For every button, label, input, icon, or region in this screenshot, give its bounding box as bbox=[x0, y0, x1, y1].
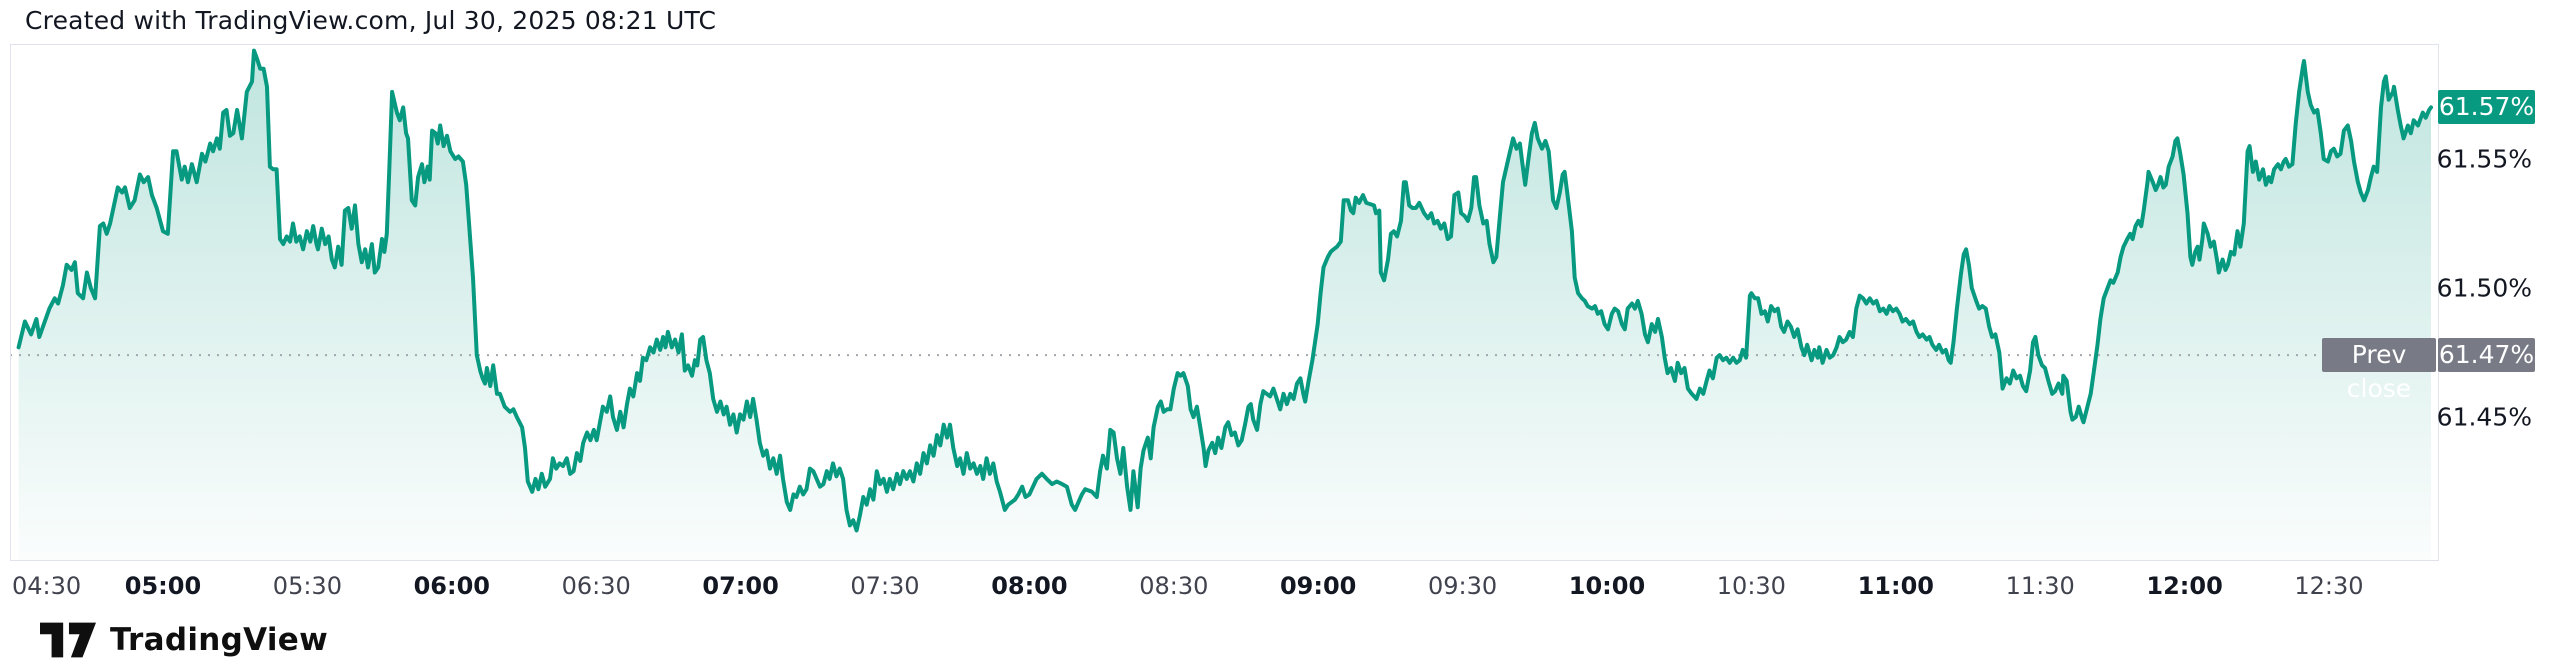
time-axis-label: 09:30 bbox=[1427, 572, 1498, 600]
time-axis-label: 06:00 bbox=[413, 572, 490, 600]
time-axis-label: 08:00 bbox=[991, 572, 1068, 600]
time-axis-label: 11:00 bbox=[1857, 572, 1934, 600]
price-axis-label: 61.45% bbox=[2436, 402, 2532, 432]
time-axis-label: 06:30 bbox=[561, 572, 631, 600]
plot-bottom-border bbox=[10, 560, 2438, 561]
prev-close-value-badge: 61.47% bbox=[2438, 338, 2535, 373]
price-line bbox=[16, 48, 2433, 533]
tradingview-wordmark[interactable]: TradingView bbox=[110, 622, 329, 658]
time-axis-label: 05:30 bbox=[272, 572, 342, 600]
time-axis-label: 12:00 bbox=[2146, 572, 2223, 600]
time-axis-label: 08:30 bbox=[1139, 572, 1209, 600]
price-axis-label: 61.50% bbox=[2436, 273, 2532, 303]
price-axis-separator bbox=[2438, 44, 2439, 561]
time-axis-label: 11:30 bbox=[2005, 572, 2075, 600]
attribution-text: Created with TradingView.com, Jul 30, 20… bbox=[25, 6, 717, 35]
plot-left-border bbox=[10, 44, 11, 561]
time-axis-label: 05:00 bbox=[124, 572, 202, 600]
time-axis-label: 07:30 bbox=[850, 572, 920, 600]
time-axis-label: 12:30 bbox=[2294, 572, 2364, 600]
plot-top-border bbox=[10, 44, 2438, 45]
time-axis-label: 07:00 bbox=[702, 572, 779, 600]
area-fill bbox=[18, 50, 2431, 560]
time-axis-label: 10:30 bbox=[1716, 572, 1786, 600]
price-axis-label: 61.55% bbox=[2436, 144, 2532, 174]
time-axis-label: 09:00 bbox=[1279, 572, 1357, 600]
current-value-badge: 61.57% bbox=[2438, 90, 2535, 125]
tradingview-logo-icon[interactable] bbox=[40, 622, 96, 658]
time-axis-label: 04:30 bbox=[12, 572, 82, 600]
prev-close-label-badge: Prev close bbox=[2322, 338, 2436, 403]
time-axis-label: 10:00 bbox=[1568, 572, 1646, 600]
footer-bar: TradingView bbox=[0, 610, 2560, 670]
